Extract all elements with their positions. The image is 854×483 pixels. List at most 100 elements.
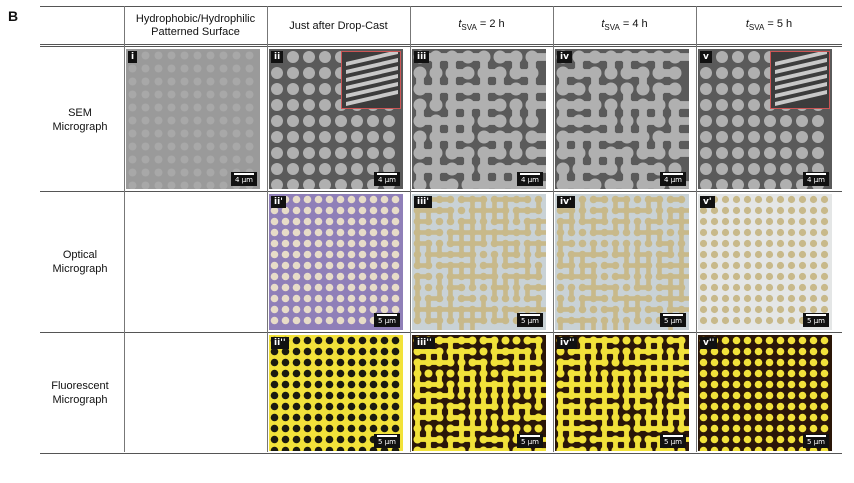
- column-divider: [553, 6, 554, 452]
- scale-bar: 4 μm: [660, 172, 686, 186]
- scale-bar-label: 5 μm: [378, 438, 396, 446]
- scale-bar-label: 4 μm: [521, 176, 539, 184]
- sem-micrograph-iv: iv 4 μm: [555, 49, 689, 189]
- scale-bar: 5 μm: [374, 434, 400, 448]
- tilted-sem-inset: [770, 51, 830, 109]
- subpanel-tag: iii': [414, 196, 433, 208]
- scale-bar-label: 4 μm: [807, 176, 825, 184]
- micrograph-image: [698, 335, 832, 451]
- column-header-drop-cast: Just after Drop-Cast: [289, 19, 388, 32]
- sva-value: = 5 h: [764, 17, 793, 30]
- micrograph-image: [555, 194, 689, 330]
- scale-bar-label: 5 μm: [807, 438, 825, 446]
- micrograph-image: [412, 194, 546, 330]
- scale-bar-label: 5 μm: [664, 438, 682, 446]
- sem-micrograph-v: v 4 μm: [698, 49, 832, 189]
- column-divider: [696, 6, 697, 452]
- scale-bar-label: 5 μm: [378, 317, 396, 325]
- micrograph-image: [269, 335, 403, 451]
- t-symbol: t: [458, 17, 462, 30]
- sva-value: = 4 h: [619, 17, 648, 30]
- sva-subscript: SVA: [748, 23, 765, 33]
- scale-bar-line: [520, 435, 540, 437]
- subpanel-tag: iii'': [414, 337, 435, 349]
- top-rule: [40, 6, 842, 7]
- subpanel-tag: iv: [557, 51, 572, 63]
- subpanel-tag: ii'': [271, 337, 289, 349]
- micrograph-image: [412, 335, 546, 451]
- scale-bar-line: [806, 314, 826, 316]
- scale-bar-label: 4 μm: [664, 176, 682, 184]
- row-label-fluorescent: Fluorescent Micrograph: [51, 380, 109, 406]
- sva-subscript: SVA: [604, 23, 620, 33]
- subpanel-tag: iv'': [557, 337, 578, 349]
- scale-bar-line: [663, 435, 683, 437]
- fluorescent-micrograph-v'': v'' 5 μm: [698, 335, 832, 451]
- bottom-rule: [40, 453, 842, 454]
- scale-bar: 4 μm: [803, 172, 829, 186]
- column-header-sva-4h: tSVA = 4 h: [553, 8, 696, 44]
- scale-bar: 5 μm: [803, 434, 829, 448]
- micrograph-image: [126, 49, 260, 189]
- optical-micrograph-iii': iii' 5 μm: [412, 194, 546, 330]
- scale-bar-line: [377, 314, 397, 316]
- micrograph-image: [412, 49, 546, 189]
- column-divider: [124, 6, 125, 452]
- column-header-patterned-surface: Hydrophobic/Hydrophilic Patterned Surfac…: [135, 13, 256, 38]
- scale-bar-line: [806, 173, 826, 175]
- scale-bar-label: 5 μm: [521, 317, 539, 325]
- scale-bar-line: [377, 173, 397, 175]
- micrograph-image: [269, 194, 403, 330]
- scale-bar-label: 5 μm: [521, 438, 539, 446]
- scale-bar-label: 5 μm: [664, 317, 682, 325]
- t-symbol: t: [745, 17, 749, 30]
- sem-micrograph-iii: iii 4 μm: [412, 49, 546, 189]
- sem-micrograph-i: i 4 μm: [126, 49, 260, 189]
- scale-bar-line: [663, 314, 683, 316]
- header-rule: [40, 44, 842, 47]
- scale-bar-line: [520, 314, 540, 316]
- scale-bar-label: 5 μm: [807, 317, 825, 325]
- scale-bar: 5 μm: [374, 313, 400, 327]
- fluorescent-micrograph-iv'': iv'' 5 μm: [555, 335, 689, 451]
- tilted-sem-inset: [341, 51, 401, 109]
- micrograph-image: [269, 49, 403, 189]
- column-header-sva-5h: tSVA = 5 h: [696, 8, 842, 44]
- optical-micrograph-v': v' 5 μm: [698, 194, 832, 330]
- scale-bar: 4 μm: [374, 172, 400, 186]
- micrograph-image: [698, 194, 832, 330]
- sva-subscript: SVA: [461, 23, 477, 33]
- row-label-optical: Optical Micrograph: [52, 249, 108, 275]
- subpanel-tag: iv': [557, 196, 575, 208]
- micrograph-image: [555, 49, 689, 189]
- scale-bar-line: [377, 435, 397, 437]
- sem-micrograph-ii: ii 4 μm: [269, 49, 403, 189]
- optical-micrograph-iv': iv' 5 μm: [555, 194, 689, 330]
- optical-micrograph-ii': ii' 5 μm: [269, 194, 403, 330]
- scale-bar-line: [520, 173, 540, 175]
- subpanel-tag: v'': [700, 337, 718, 349]
- scale-bar-label: 4 μm: [235, 176, 253, 184]
- scale-bar-line: [234, 173, 254, 175]
- scale-bar: 4 μm: [231, 172, 257, 186]
- subpanel-tag: ii': [271, 196, 286, 208]
- fluorescent-micrograph-ii'': ii'' 5 μm: [269, 335, 403, 451]
- figure-table: Hydrophobic/Hydrophilic Patterned Surfac…: [40, 6, 842, 454]
- t-symbol: t: [601, 17, 605, 30]
- subpanel-tag: i: [128, 51, 138, 63]
- subpanel-tag: v': [700, 196, 715, 208]
- scale-bar: 5 μm: [660, 313, 686, 327]
- fluorescent-micrograph-iii'': iii'' 5 μm: [412, 335, 546, 451]
- sva-value: = 2 h: [476, 17, 505, 30]
- scale-bar: 5 μm: [517, 313, 543, 327]
- subpanel-tag: v: [700, 51, 712, 63]
- scale-bar-line: [806, 435, 826, 437]
- scale-bar: 5 μm: [660, 434, 686, 448]
- column-divider: [410, 6, 411, 452]
- scale-bar: 5 μm: [803, 313, 829, 327]
- row-divider: [40, 332, 842, 333]
- row-label-sem: SEM Micrograph: [52, 106, 108, 133]
- column-divider: [267, 6, 268, 452]
- subpanel-tag: ii: [271, 51, 284, 63]
- scale-bar: 5 μm: [517, 434, 543, 448]
